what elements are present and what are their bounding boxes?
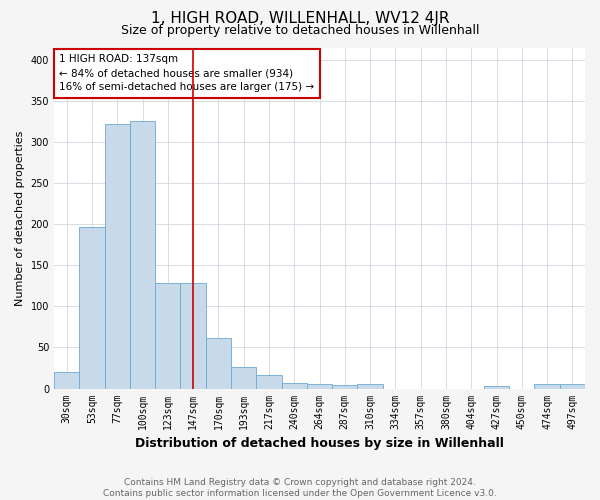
Bar (560, 384, 585, 388)
Bar (130, 122, 155, 388)
Bar (358, 384, 383, 388)
Text: 1, HIGH ROAD, WILLENHALL, WV12 4JR: 1, HIGH ROAD, WILLENHALL, WV12 4JR (151, 11, 449, 26)
Text: Size of property relative to detached houses in Willenhall: Size of property relative to detached ho… (121, 24, 479, 37)
Text: 1 HIGH ROAD: 137sqm
← 84% of detached houses are smaller (934)
16% of semi-detac: 1 HIGH ROAD: 137sqm ← 84% of detached ho… (59, 54, 314, 92)
Bar (535, 384, 560, 388)
Bar (206, 338, 231, 388)
Bar (484, 386, 509, 388)
Y-axis label: Number of detached properties: Number of detached properties (15, 130, 25, 306)
Bar (155, 284, 181, 389)
Bar (332, 386, 358, 388)
Bar (256, 374, 281, 388)
Text: Contains HM Land Registry data © Crown copyright and database right 2024.
Contai: Contains HM Land Registry data © Crown c… (103, 478, 497, 498)
Bar (104, 124, 130, 388)
Bar (181, 284, 206, 389)
Bar (79, 226, 104, 388)
Bar (54, 372, 79, 388)
Bar (281, 383, 307, 388)
Bar (307, 384, 332, 388)
X-axis label: Distribution of detached houses by size in Willenhall: Distribution of detached houses by size … (135, 437, 504, 450)
Bar (231, 367, 256, 388)
